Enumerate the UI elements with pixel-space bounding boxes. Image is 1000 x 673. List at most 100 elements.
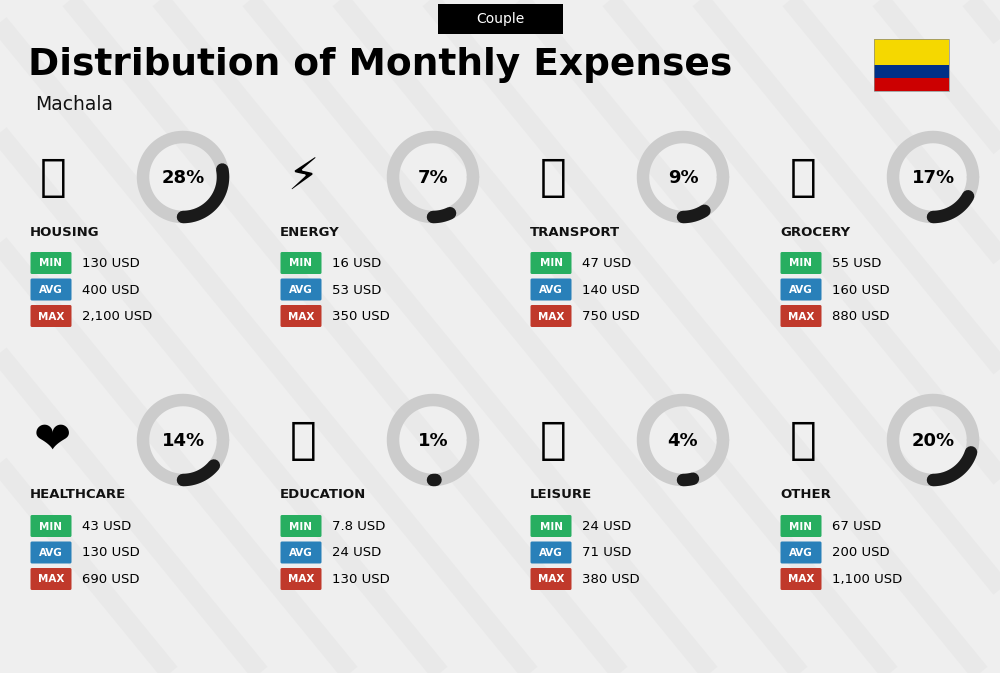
Text: MAX: MAX bbox=[38, 312, 64, 322]
FancyBboxPatch shape bbox=[531, 252, 572, 274]
FancyBboxPatch shape bbox=[781, 279, 822, 301]
Text: 880 USD: 880 USD bbox=[832, 310, 890, 323]
Text: 🚌: 🚌 bbox=[540, 155, 566, 199]
Text: 14%: 14% bbox=[161, 432, 205, 450]
Text: 1%: 1% bbox=[418, 432, 448, 450]
Text: HEALTHCARE: HEALTHCARE bbox=[30, 489, 126, 501]
Text: ⚡: ⚡ bbox=[287, 155, 319, 199]
Text: AVG: AVG bbox=[789, 548, 813, 558]
FancyBboxPatch shape bbox=[874, 39, 949, 65]
Text: MIN: MIN bbox=[540, 258, 563, 269]
Text: ENERGY: ENERGY bbox=[280, 225, 340, 238]
FancyBboxPatch shape bbox=[531, 279, 572, 301]
Text: AVG: AVG bbox=[39, 285, 63, 295]
Text: HOUSING: HOUSING bbox=[30, 225, 100, 238]
Text: 🏢: 🏢 bbox=[40, 155, 66, 199]
Text: 750 USD: 750 USD bbox=[582, 310, 640, 323]
Text: 24 USD: 24 USD bbox=[332, 546, 381, 559]
Text: 4%: 4% bbox=[668, 432, 698, 450]
Text: EDUCATION: EDUCATION bbox=[280, 489, 366, 501]
FancyBboxPatch shape bbox=[280, 252, 322, 274]
Text: MIN: MIN bbox=[540, 522, 563, 532]
FancyBboxPatch shape bbox=[30, 252, 72, 274]
Text: MAX: MAX bbox=[788, 312, 814, 322]
Text: 20%: 20% bbox=[911, 432, 955, 450]
FancyBboxPatch shape bbox=[30, 305, 72, 327]
FancyBboxPatch shape bbox=[30, 568, 72, 590]
Text: 55 USD: 55 USD bbox=[832, 257, 881, 270]
Text: MIN: MIN bbox=[40, 522, 62, 532]
Text: 9%: 9% bbox=[668, 169, 698, 187]
Text: 1,100 USD: 1,100 USD bbox=[832, 573, 902, 586]
FancyBboxPatch shape bbox=[531, 568, 572, 590]
Text: OTHER: OTHER bbox=[780, 489, 831, 501]
Text: 71 USD: 71 USD bbox=[582, 546, 631, 559]
FancyBboxPatch shape bbox=[30, 515, 72, 537]
Text: MIN: MIN bbox=[790, 258, 812, 269]
Text: 7%: 7% bbox=[418, 169, 448, 187]
Text: Distribution of Monthly Expenses: Distribution of Monthly Expenses bbox=[28, 47, 732, 83]
Text: LEISURE: LEISURE bbox=[530, 489, 592, 501]
Text: 🛍️: 🛍️ bbox=[540, 419, 566, 462]
Text: AVG: AVG bbox=[39, 548, 63, 558]
Text: 2,100 USD: 2,100 USD bbox=[82, 310, 152, 323]
FancyBboxPatch shape bbox=[781, 252, 822, 274]
Text: MIN: MIN bbox=[290, 258, 312, 269]
Text: MAX: MAX bbox=[288, 312, 314, 322]
FancyBboxPatch shape bbox=[30, 542, 72, 563]
FancyBboxPatch shape bbox=[531, 305, 572, 327]
Text: 200 USD: 200 USD bbox=[832, 546, 890, 559]
Text: Machala: Machala bbox=[35, 96, 113, 114]
Text: Couple: Couple bbox=[476, 13, 524, 26]
FancyBboxPatch shape bbox=[30, 279, 72, 301]
Text: MAX: MAX bbox=[788, 575, 814, 584]
FancyBboxPatch shape bbox=[280, 542, 322, 563]
FancyBboxPatch shape bbox=[531, 515, 572, 537]
Text: MIN: MIN bbox=[790, 522, 812, 532]
Text: 130 USD: 130 USD bbox=[332, 573, 390, 586]
FancyBboxPatch shape bbox=[874, 65, 949, 78]
FancyBboxPatch shape bbox=[280, 515, 322, 537]
Text: GROCERY: GROCERY bbox=[780, 225, 850, 238]
Text: MAX: MAX bbox=[288, 575, 314, 584]
Text: MAX: MAX bbox=[538, 312, 564, 322]
Text: AVG: AVG bbox=[539, 285, 563, 295]
Text: 130 USD: 130 USD bbox=[82, 546, 140, 559]
Text: AVG: AVG bbox=[289, 285, 313, 295]
Text: 24 USD: 24 USD bbox=[582, 520, 631, 533]
Text: AVG: AVG bbox=[289, 548, 313, 558]
FancyBboxPatch shape bbox=[781, 568, 822, 590]
Text: AVG: AVG bbox=[789, 285, 813, 295]
Text: TRANSPORT: TRANSPORT bbox=[530, 225, 620, 238]
Text: 7.8 USD: 7.8 USD bbox=[332, 520, 385, 533]
Text: 43 USD: 43 USD bbox=[82, 520, 131, 533]
Text: MIN: MIN bbox=[290, 522, 312, 532]
FancyBboxPatch shape bbox=[874, 78, 949, 91]
Text: 16 USD: 16 USD bbox=[332, 257, 381, 270]
Text: 140 USD: 140 USD bbox=[582, 283, 640, 297]
Text: 🎓: 🎓 bbox=[290, 419, 316, 462]
FancyBboxPatch shape bbox=[280, 279, 322, 301]
Text: 53 USD: 53 USD bbox=[332, 283, 381, 297]
FancyBboxPatch shape bbox=[280, 568, 322, 590]
Text: 28%: 28% bbox=[161, 169, 205, 187]
Text: 67 USD: 67 USD bbox=[832, 520, 881, 533]
Text: 17%: 17% bbox=[911, 169, 955, 187]
FancyBboxPatch shape bbox=[531, 542, 572, 563]
FancyBboxPatch shape bbox=[280, 305, 322, 327]
Text: 690 USD: 690 USD bbox=[82, 573, 140, 586]
Text: 380 USD: 380 USD bbox=[582, 573, 640, 586]
Text: AVG: AVG bbox=[539, 548, 563, 558]
FancyBboxPatch shape bbox=[781, 305, 822, 327]
Text: 130 USD: 130 USD bbox=[82, 257, 140, 270]
Text: 🛒: 🛒 bbox=[790, 155, 816, 199]
Text: MAX: MAX bbox=[538, 575, 564, 584]
Text: MAX: MAX bbox=[38, 575, 64, 584]
FancyBboxPatch shape bbox=[781, 542, 822, 563]
Text: 💰: 💰 bbox=[790, 419, 816, 462]
Text: ❤️: ❤️ bbox=[34, 419, 72, 462]
Text: MIN: MIN bbox=[40, 258, 62, 269]
Text: 160 USD: 160 USD bbox=[832, 283, 890, 297]
Text: 350 USD: 350 USD bbox=[332, 310, 390, 323]
FancyBboxPatch shape bbox=[438, 3, 562, 34]
